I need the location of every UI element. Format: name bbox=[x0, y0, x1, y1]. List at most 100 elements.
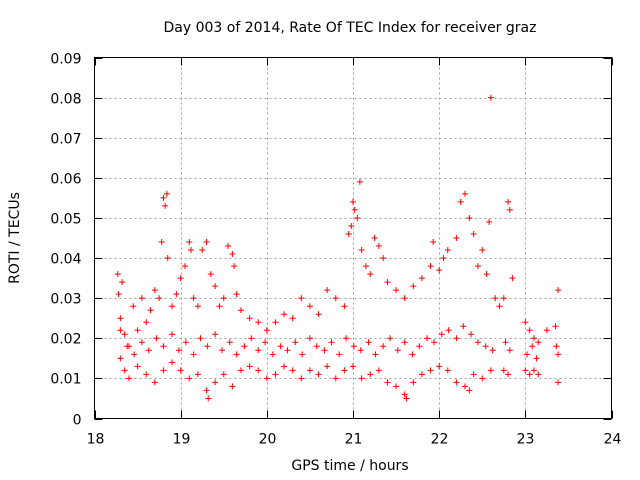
data-point bbox=[482, 343, 489, 350]
data-point bbox=[403, 395, 410, 402]
data-point bbox=[169, 303, 176, 310]
data-point bbox=[543, 327, 550, 334]
data-point bbox=[231, 263, 238, 270]
data-point bbox=[216, 303, 223, 310]
data-point bbox=[281, 363, 288, 370]
data-point bbox=[489, 347, 496, 354]
y-tick-label: 0.03 bbox=[50, 292, 81, 308]
data-point bbox=[526, 327, 533, 334]
data-point bbox=[298, 295, 305, 302]
data-point bbox=[147, 307, 154, 314]
data-point bbox=[372, 351, 379, 358]
data-point bbox=[324, 363, 331, 370]
data-point bbox=[409, 351, 416, 358]
x-tick-label: 18 bbox=[87, 432, 105, 448]
data-point bbox=[177, 275, 184, 282]
data-point bbox=[440, 255, 447, 262]
data-point bbox=[121, 367, 128, 374]
data-point bbox=[289, 315, 296, 322]
data-point bbox=[255, 319, 262, 326]
data-point bbox=[341, 303, 348, 310]
data-point bbox=[158, 239, 165, 246]
data-point bbox=[281, 311, 288, 318]
data-point bbox=[350, 198, 356, 205]
data-point bbox=[117, 355, 124, 362]
data-point bbox=[115, 291, 122, 298]
data-point bbox=[356, 178, 363, 185]
data-point bbox=[555, 379, 562, 386]
x-tick-label: 20 bbox=[259, 432, 277, 448]
y-tick-label: 0.01 bbox=[50, 372, 81, 388]
data-point bbox=[529, 343, 536, 350]
data-point bbox=[241, 343, 248, 350]
data-point bbox=[151, 287, 158, 294]
data-point bbox=[246, 363, 253, 370]
y-tick-label: 0.09 bbox=[50, 52, 81, 68]
data-point bbox=[474, 339, 481, 346]
data-point bbox=[114, 271, 121, 278]
data-point bbox=[522, 319, 529, 326]
y-tick-label: 0.05 bbox=[50, 212, 81, 228]
data-point bbox=[315, 311, 322, 318]
data-point bbox=[169, 359, 176, 366]
data-point bbox=[350, 363, 356, 370]
data-point bbox=[460, 323, 467, 330]
data-point bbox=[387, 335, 394, 342]
data-point bbox=[145, 347, 152, 354]
data-point bbox=[229, 251, 236, 258]
data-points bbox=[114, 94, 562, 402]
data-point bbox=[526, 371, 533, 378]
data-point bbox=[138, 295, 145, 302]
data-point bbox=[205, 395, 212, 402]
data-point bbox=[153, 335, 160, 342]
data-point bbox=[436, 267, 443, 274]
data-point bbox=[384, 279, 391, 286]
data-point bbox=[203, 239, 210, 246]
data-point bbox=[212, 283, 219, 290]
data-point bbox=[160, 194, 167, 201]
data-point bbox=[401, 295, 408, 302]
data-point bbox=[306, 367, 313, 374]
data-point bbox=[401, 391, 408, 398]
data-point bbox=[269, 351, 276, 358]
data-point bbox=[445, 327, 452, 334]
x-tick-label: 22 bbox=[431, 432, 449, 448]
data-point bbox=[367, 371, 374, 378]
data-point bbox=[248, 335, 255, 342]
data-point bbox=[121, 331, 128, 338]
data-point bbox=[350, 343, 357, 350]
data-point bbox=[418, 275, 425, 282]
data-point bbox=[143, 371, 150, 378]
data-point bbox=[212, 379, 219, 386]
chart-title: Day 003 of 2014, Rate Of TEC Index for r… bbox=[164, 20, 537, 36]
data-point bbox=[384, 379, 391, 386]
x-tick-label: 24 bbox=[604, 432, 622, 448]
data-point bbox=[199, 247, 206, 254]
data-point bbox=[524, 351, 531, 358]
data-point bbox=[393, 383, 400, 390]
data-point bbox=[348, 222, 355, 229]
data-point bbox=[336, 351, 343, 358]
data-point bbox=[468, 331, 475, 338]
data-point bbox=[453, 235, 460, 241]
data-point bbox=[131, 351, 138, 358]
x-axis-label: GPS time / hours bbox=[291, 458, 408, 474]
data-point bbox=[263, 375, 270, 382]
data-point bbox=[552, 323, 559, 330]
data-point bbox=[313, 343, 320, 350]
data-point bbox=[175, 347, 182, 354]
data-point bbox=[533, 355, 540, 362]
data-point bbox=[466, 387, 473, 394]
data-point bbox=[343, 335, 350, 342]
data-point bbox=[182, 339, 189, 346]
x-tick-label: 23 bbox=[517, 432, 535, 448]
data-point bbox=[444, 367, 451, 374]
data-point bbox=[233, 291, 240, 298]
y-axis-label: ROTI / TECUs bbox=[7, 192, 23, 284]
data-point bbox=[186, 239, 193, 246]
data-point bbox=[186, 375, 193, 382]
data-point bbox=[438, 331, 445, 338]
data-point bbox=[332, 295, 339, 302]
data-point bbox=[124, 343, 131, 350]
